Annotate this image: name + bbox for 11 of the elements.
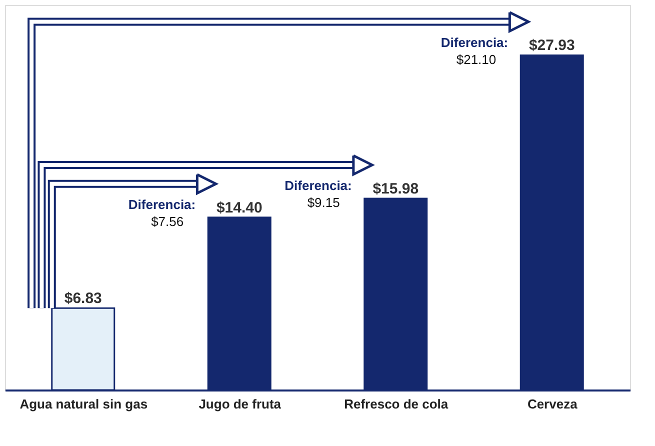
- annotation: Diferencia: $21.10: [440, 34, 508, 67]
- data-label: $27.93: [528, 37, 575, 54]
- data-label: $15.98: [372, 180, 419, 198]
- annotation: Diferencia: $7.56: [128, 196, 196, 229]
- x-tick-label: Cerveza: [527, 396, 578, 412]
- x-tick-label: Refresco de cola: [344, 396, 449, 412]
- x-tick-label: Agua natural sin gas: [20, 396, 148, 412]
- data-label: $6.83: [64, 290, 102, 308]
- annotation: Diferencia: $9.15: [284, 178, 352, 210]
- x-tick-label: Jugo de fruta: [198, 396, 282, 412]
- data-label: $14.40: [216, 199, 262, 216]
